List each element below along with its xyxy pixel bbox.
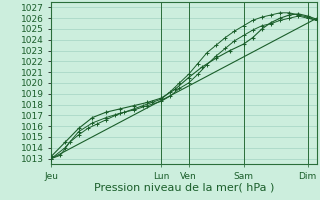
X-axis label: Pression niveau de la mer( hPa ): Pression niveau de la mer( hPa ) [94, 182, 274, 192]
